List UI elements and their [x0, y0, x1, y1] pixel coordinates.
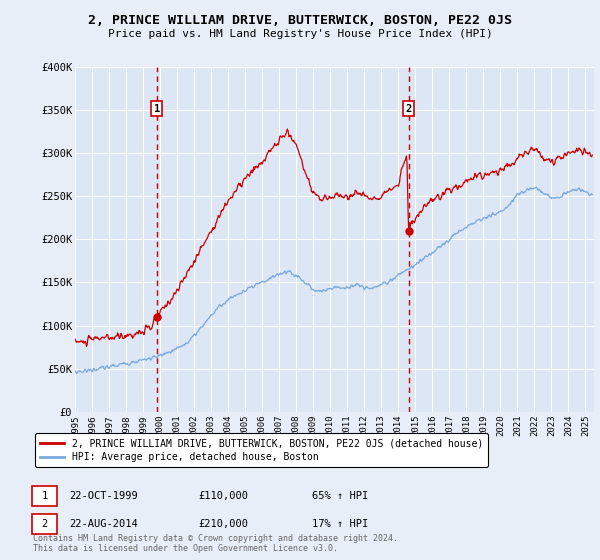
- Text: 1: 1: [41, 491, 47, 501]
- Text: £110,000: £110,000: [198, 491, 248, 501]
- Text: 1: 1: [154, 104, 160, 114]
- Text: 22-OCT-1999: 22-OCT-1999: [69, 491, 138, 501]
- Text: 22-AUG-2014: 22-AUG-2014: [69, 519, 138, 529]
- Text: 2: 2: [41, 519, 47, 529]
- Text: £210,000: £210,000: [198, 519, 248, 529]
- Text: Price paid vs. HM Land Registry's House Price Index (HPI): Price paid vs. HM Land Registry's House …: [107, 29, 493, 39]
- Text: 17% ↑ HPI: 17% ↑ HPI: [312, 519, 368, 529]
- Text: 2: 2: [406, 104, 412, 114]
- Legend: 2, PRINCE WILLIAM DRIVE, BUTTERWICK, BOSTON, PE22 0JS (detached house), HPI: Ave: 2, PRINCE WILLIAM DRIVE, BUTTERWICK, BOS…: [35, 433, 488, 467]
- Text: Contains HM Land Registry data © Crown copyright and database right 2024.
This d: Contains HM Land Registry data © Crown c…: [33, 534, 398, 553]
- Text: 2, PRINCE WILLIAM DRIVE, BUTTERWICK, BOSTON, PE22 0JS: 2, PRINCE WILLIAM DRIVE, BUTTERWICK, BOS…: [88, 14, 512, 27]
- Text: 65% ↑ HPI: 65% ↑ HPI: [312, 491, 368, 501]
